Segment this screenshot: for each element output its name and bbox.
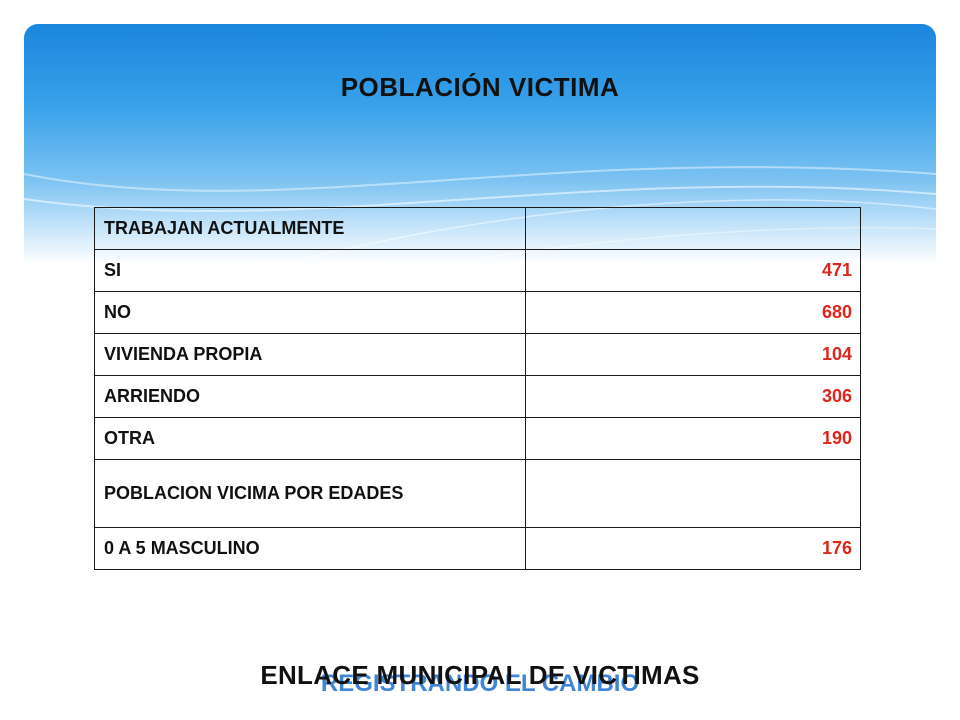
table-row: VIVIENDA PROPIA 104 — [94, 332, 861, 376]
row-value — [525, 458, 861, 529]
footer-title: ENLACE MUNICIPAL DE VICTIMAS — [260, 660, 700, 690]
table-row: POBLACION VICIMA POR EDADES — [94, 458, 861, 529]
table-row: ARRIENDO 306 — [94, 374, 861, 418]
table-row: OTRA 190 — [94, 416, 861, 460]
row-value: 306 — [525, 374, 861, 418]
footer-subtitle: REGISTRANDO EL CAMBIO — [320, 670, 640, 697]
table-row: 0 A 5 MASCULINO 176 — [94, 527, 861, 570]
row-value: 176 — [525, 527, 861, 570]
row-value: 471 — [525, 248, 861, 292]
row-label: SI — [94, 248, 526, 292]
stats-table: TRABAJAN ACTUALMENTE SI 471 NO 680 VIVIE… — [94, 207, 861, 570]
row-value: 680 — [525, 290, 861, 334]
row-label: OTRA — [94, 416, 526, 460]
slide-title: POBLACIÓN VICTIMA — [340, 72, 620, 102]
table-row: NO 680 — [94, 290, 861, 334]
row-value — [525, 207, 861, 250]
table-row: SI 471 — [94, 248, 861, 292]
row-label: TRABAJAN ACTUALMENTE — [94, 207, 526, 250]
row-label: ARRIENDO — [94, 374, 526, 418]
row-label: NO — [94, 290, 526, 334]
row-value: 104 — [525, 332, 861, 376]
table-row: TRABAJAN ACTUALMENTE — [94, 207, 861, 250]
row-label: VIVIENDA PROPIA — [94, 332, 526, 376]
row-value: 190 — [525, 416, 861, 460]
row-label: POBLACION VICIMA POR EDADES — [94, 458, 526, 529]
row-label: 0 A 5 MASCULINO — [94, 527, 526, 570]
